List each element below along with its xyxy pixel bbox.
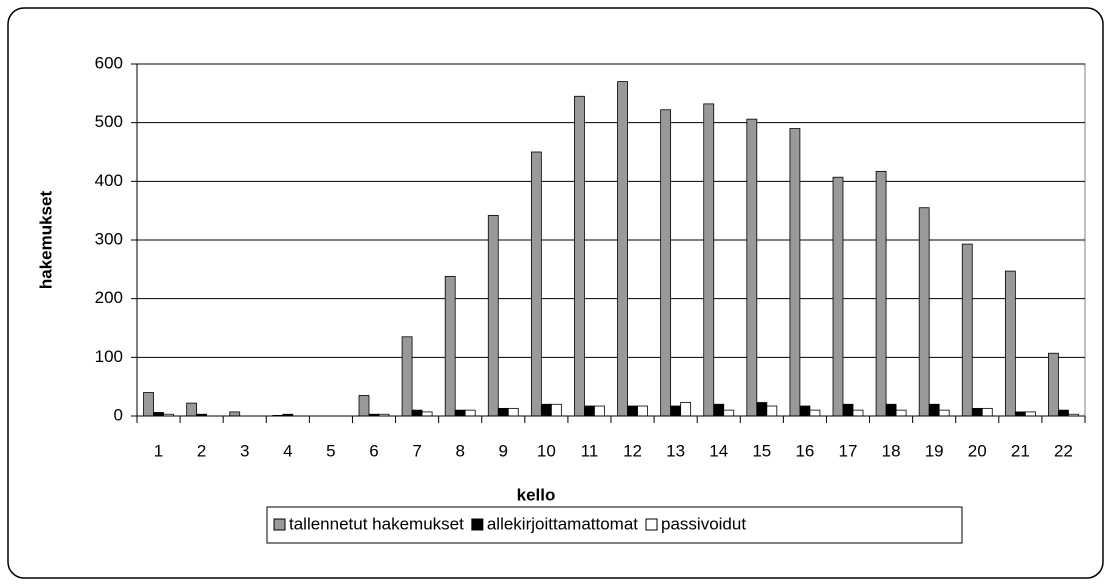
bar (1058, 409, 1069, 417)
bar (895, 409, 907, 417)
x-tick-label: 14 (709, 441, 728, 460)
bar (713, 403, 725, 417)
y-tick-label: 200 (95, 288, 123, 307)
legend-box (266, 506, 963, 544)
bar (143, 392, 154, 417)
bar (799, 405, 811, 417)
bar (464, 409, 476, 417)
bar (703, 103, 715, 417)
x-tick-label: 12 (623, 441, 642, 460)
bar (928, 403, 940, 417)
bar (746, 118, 758, 417)
x-tick-label: 7 (412, 441, 421, 460)
bar (153, 412, 164, 417)
y-tick-label: 0 (114, 405, 123, 424)
bar (918, 207, 930, 417)
x-tick-label: 8 (455, 441, 464, 460)
bar (454, 409, 466, 417)
y-tick-label: 100 (95, 347, 123, 366)
legend-label: passivoidut (661, 514, 746, 533)
bar (809, 409, 821, 417)
x-tick-label: 9 (499, 441, 508, 460)
y-tick-label: 300 (95, 229, 123, 248)
bar (723, 409, 735, 417)
bar (617, 81, 628, 417)
x-tick-label: 16 (795, 441, 814, 460)
bar (229, 411, 241, 417)
bar (842, 403, 854, 417)
x-tick-label: 21 (1011, 441, 1030, 460)
bar (637, 405, 648, 417)
bar (1014, 411, 1026, 417)
bar (1048, 352, 1059, 417)
x-tick-label: 5 (326, 441, 335, 460)
bar (627, 405, 638, 417)
x-tick-label: 13 (666, 441, 685, 460)
x-tick-label: 4 (283, 441, 292, 460)
bar (766, 405, 778, 417)
bar (852, 409, 864, 417)
bar (971, 407, 983, 417)
bar (660, 109, 672, 417)
y-axis-title: hakemukset (36, 191, 55, 290)
x-tick-label: 19 (925, 441, 944, 460)
legend-label: tallennetut hakemukset (289, 514, 464, 533)
bar (789, 128, 801, 417)
bar (885, 403, 897, 417)
x-tick-label: 3 (240, 441, 249, 460)
bar (938, 409, 950, 417)
x-tick-label: 18 (882, 441, 901, 460)
bar (832, 176, 844, 417)
legend-swatch (645, 518, 658, 531)
bar (875, 170, 887, 417)
legend-swatch (273, 518, 286, 531)
bar (550, 403, 562, 417)
x-tick-label: 22 (1054, 441, 1073, 460)
bar (584, 405, 595, 417)
x-axis-title: kello (517, 485, 556, 504)
x-tick-label: 1 (154, 441, 163, 460)
bar (961, 243, 973, 417)
bar (487, 214, 499, 417)
legend-label: allekirjoittamattomat (487, 514, 638, 533)
bar (444, 275, 456, 417)
x-tick-label: 10 (537, 441, 556, 460)
legend-swatch (471, 518, 484, 531)
bar (1024, 411, 1036, 417)
x-tick-label: 2 (197, 441, 206, 460)
bar (507, 407, 519, 417)
bar (981, 407, 993, 417)
bar (594, 405, 605, 417)
bar (401, 336, 413, 417)
y-tick-label: 600 (95, 53, 123, 72)
bar (574, 95, 585, 417)
y-tick-label: 500 (95, 112, 123, 131)
x-tick-label: 20 (968, 441, 987, 460)
bar (186, 402, 198, 417)
x-tick-label: 15 (752, 441, 771, 460)
bar (670, 405, 682, 417)
bar (421, 411, 433, 417)
y-tick-label: 400 (95, 171, 123, 190)
bar (358, 395, 370, 417)
bar (1004, 270, 1016, 417)
x-tick-label: 17 (839, 441, 858, 460)
bar (756, 402, 768, 417)
bar (411, 409, 423, 417)
bar (530, 151, 542, 417)
bar (540, 403, 552, 417)
x-tick-label: 6 (369, 441, 378, 460)
x-tick-label: 11 (581, 441, 599, 460)
bar (497, 407, 509, 417)
bar (680, 402, 692, 417)
